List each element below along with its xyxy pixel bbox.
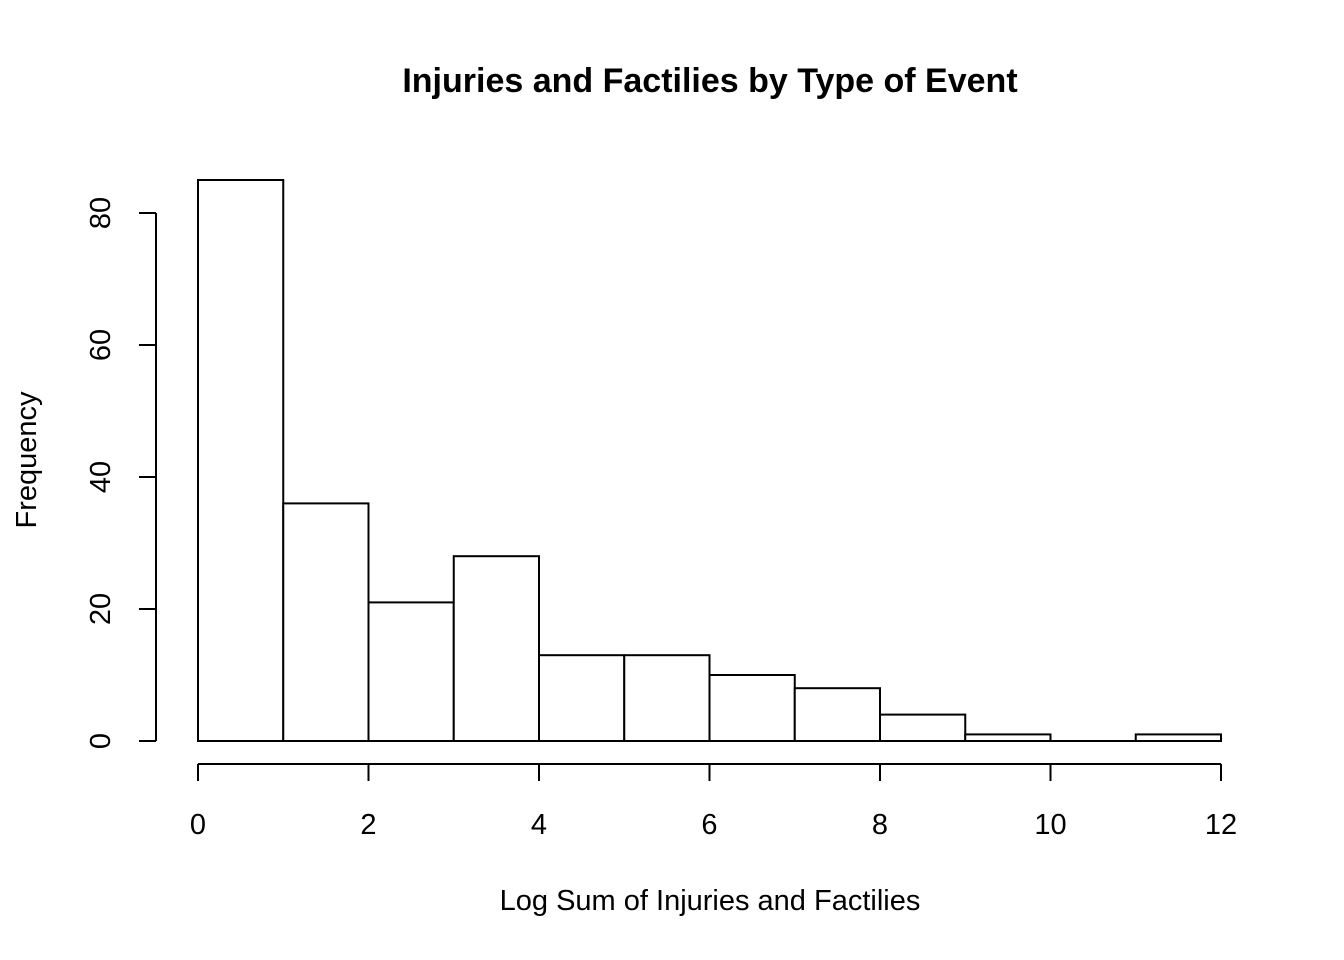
histogram-bar (452, 555, 540, 743)
histogram-bar (367, 601, 455, 743)
y-tick-label: 0 (85, 733, 117, 749)
histogram-bar (879, 713, 967, 742)
y-axis: 0 20 40 60 80 (85, 197, 157, 749)
x-axis: 0 2 4 6 8 10 12 (190, 763, 1237, 841)
x-tick-label: 8 (872, 809, 888, 841)
x-tick-label: 4 (531, 809, 547, 841)
y-tick-label: 80 (85, 197, 117, 229)
histogram-bar (1134, 733, 1222, 743)
x-tick-label: 10 (1034, 809, 1066, 841)
x-tick-label: 12 (1205, 809, 1237, 841)
chart-title: Injuries and Factilies by Type of Event (402, 62, 1017, 100)
histogram-bar (793, 687, 881, 743)
histogram-bar (197, 179, 285, 742)
y-tick-label: 20 (85, 593, 117, 625)
histogram-bar (708, 674, 796, 742)
x-tick-label: 2 (360, 809, 376, 841)
y-axis-label: Frequency (11, 391, 43, 529)
bars-layer (197, 179, 1222, 743)
histogram-bar (964, 733, 1052, 743)
x-axis-label: Log Sum of Injuries and Factilies (500, 885, 921, 917)
y-tick-label: 60 (85, 329, 117, 361)
histogram-bar (282, 502, 370, 742)
y-tick-label: 40 (85, 461, 117, 493)
x-tick-label: 0 (190, 809, 206, 841)
histogram-bar (538, 654, 626, 743)
x-tick-label: 6 (701, 809, 717, 841)
histogram-bar (623, 654, 711, 743)
